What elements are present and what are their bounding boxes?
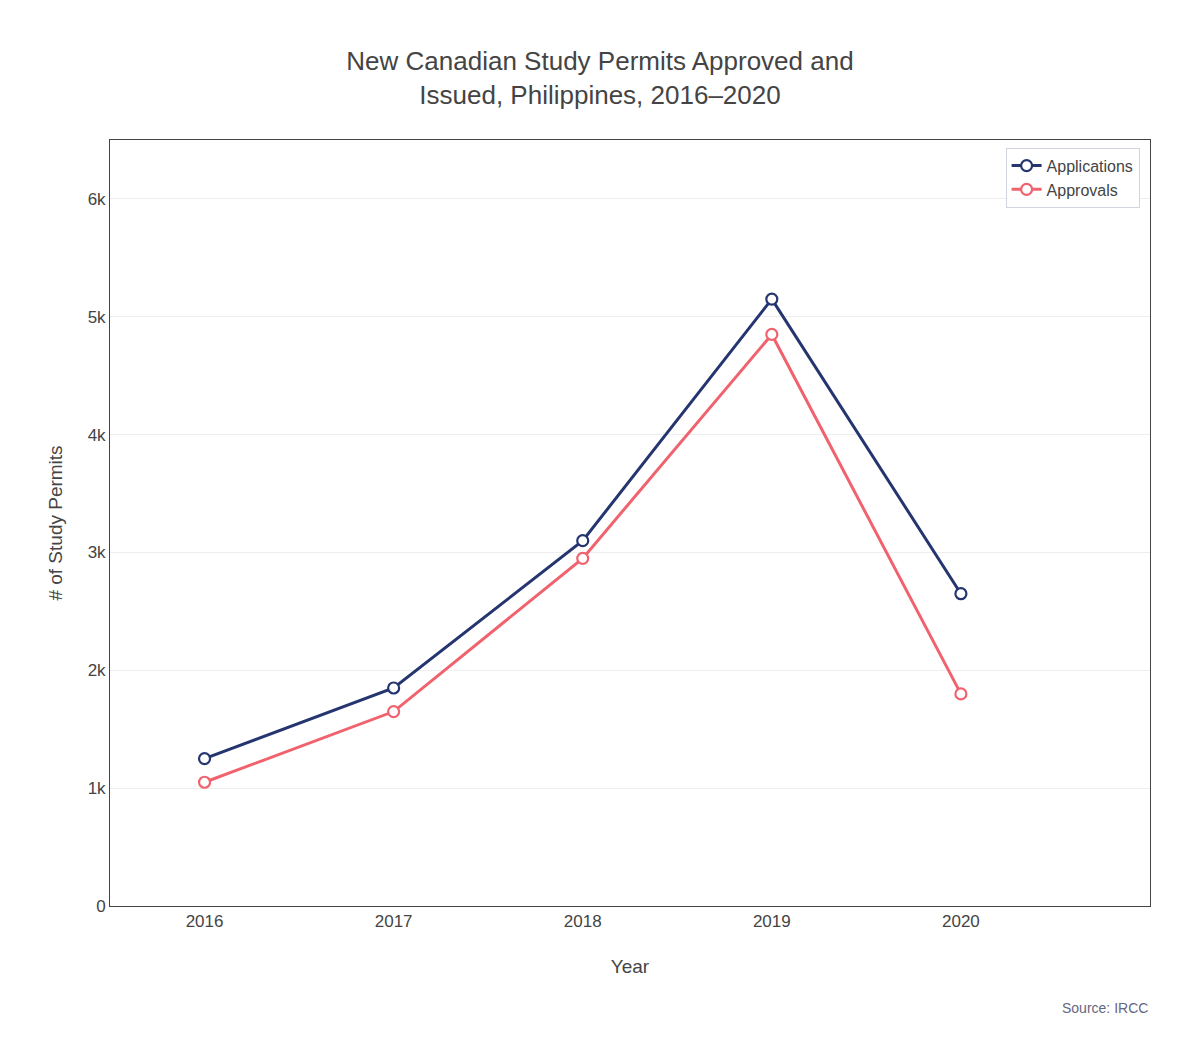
svg-text:Source: IRCC: Source: IRCC — [1062, 1000, 1148, 1016]
svg-text:Approvals: Approvals — [1047, 182, 1118, 199]
svg-text:4k: 4k — [88, 426, 106, 445]
svg-text:5k: 5k — [88, 308, 106, 327]
svg-text:2020: 2020 — [942, 912, 980, 931]
svg-text:2019: 2019 — [753, 912, 791, 931]
svg-text:2k: 2k — [88, 661, 106, 680]
svg-text:# of Study Permits: # of Study Permits — [45, 445, 66, 600]
svg-text:2016: 2016 — [186, 912, 224, 931]
svg-text:Year: Year — [611, 956, 650, 977]
svg-text:0: 0 — [96, 897, 105, 916]
svg-text:Applications: Applications — [1047, 158, 1133, 175]
svg-text:1k: 1k — [88, 779, 106, 798]
svg-text:6k: 6k — [88, 190, 106, 209]
svg-text:2018: 2018 — [564, 912, 602, 931]
svg-text:3k: 3k — [88, 543, 106, 562]
svg-text:2017: 2017 — [375, 912, 413, 931]
svg-text:New Canadian Study Permits App: New Canadian Study Permits Approved andI… — [346, 46, 853, 110]
